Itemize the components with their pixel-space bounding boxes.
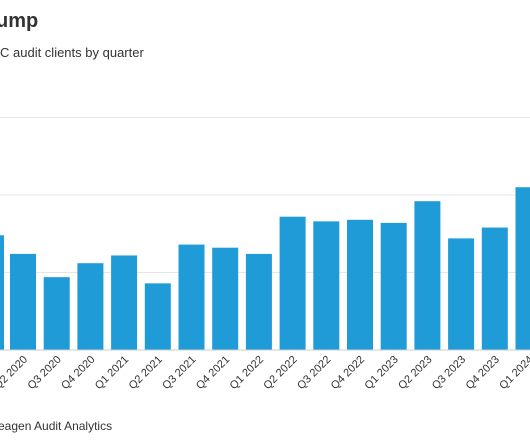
x-tick-label: Q3 2020 xyxy=(25,354,63,392)
x-tick-label: Q3 2022 xyxy=(295,354,333,392)
x-tick-label: Q4 2023 xyxy=(464,354,502,392)
bar-q2-2020[interactable] xyxy=(10,253,36,350)
bar-q3-2021[interactable] xyxy=(178,244,205,350)
x-tick-label: Q4 2022 xyxy=(329,354,367,392)
x-tick-label: Q2 2020 xyxy=(0,354,30,392)
x-tick-label: Q1 2021 xyxy=(93,354,131,392)
bar-q1-2022[interactable] xyxy=(245,253,272,350)
x-tick-label: Q4 2020 xyxy=(59,354,97,392)
bar-q3-2023[interactable] xyxy=(448,238,475,350)
bar-q3-2020[interactable] xyxy=(43,277,70,350)
bar-partial-left xyxy=(0,235,4,350)
bar-q4-2020[interactable] xyxy=(77,263,104,350)
bar-q3-2022[interactable] xyxy=(313,221,340,350)
bar-q2-2021[interactable] xyxy=(144,283,171,350)
x-tick-label: Q2 2021 xyxy=(127,354,165,392)
bar-partial-right xyxy=(525,232,530,350)
x-tick-label: Q1 2023 xyxy=(362,354,400,392)
bar-q4-2023[interactable] xyxy=(481,227,508,350)
x-tick-label: Q3 2023 xyxy=(430,354,468,392)
chart-title: ump xyxy=(0,10,39,32)
bar-q1-2021[interactable] xyxy=(111,255,138,350)
x-tick-label: Q4 2021 xyxy=(194,354,232,392)
x-tick-label: Q1 2024 xyxy=(497,354,530,392)
bar-q4-2022[interactable] xyxy=(347,219,373,350)
bar-q1-2023[interactable] xyxy=(380,222,407,350)
x-tick-label: Q1 2022 xyxy=(228,354,266,392)
bar-q2-2023[interactable] xyxy=(414,201,441,350)
x-tick-label: Q3 2021 xyxy=(160,354,198,392)
bar-q4-2021[interactable] xyxy=(212,247,239,350)
chart-subtitle: C audit clients by quarter xyxy=(0,45,144,60)
x-tick-label: Q2 2022 xyxy=(261,354,299,392)
bar-q2-2022[interactable] xyxy=(279,216,306,350)
chart-source: eagen Audit Analytics xyxy=(0,419,113,433)
x-tick-label: Q2 2023 xyxy=(396,354,434,392)
